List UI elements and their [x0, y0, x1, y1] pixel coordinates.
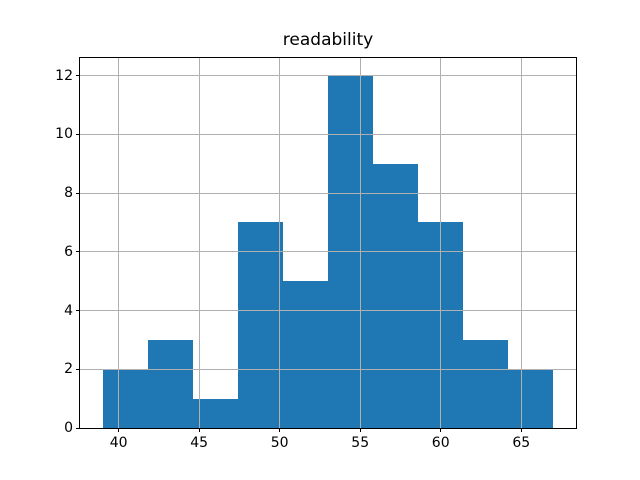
y-tick-mark — [76, 427, 80, 429]
y-tick-mark — [76, 310, 80, 312]
gridline-vertical — [198, 58, 200, 428]
x-tick-label: 65 — [512, 435, 531, 451]
y-tick-mark — [76, 75, 80, 77]
y-tick-mark — [76, 133, 80, 135]
x-tick-label: 40 — [109, 435, 128, 451]
x-tick-label: 55 — [351, 435, 370, 451]
plot-area — [79, 57, 577, 429]
gridline-vertical — [440, 58, 442, 428]
x-tick-label: 45 — [190, 435, 209, 451]
y-tick-label: 6 — [64, 243, 73, 260]
histogram-bar — [508, 369, 554, 428]
y-tick-mark — [76, 251, 80, 253]
y-tick-label: 10 — [55, 126, 73, 143]
y-tick-mark — [76, 368, 80, 370]
gridline-horizontal — [80, 75, 576, 77]
gridline-vertical — [118, 58, 120, 428]
y-tick-label: 8 — [64, 185, 73, 202]
y-tick-label: 12 — [55, 67, 73, 84]
histogram-bar — [192, 398, 238, 428]
y-tick-mark — [76, 192, 80, 194]
x-tick-mark — [279, 428, 281, 432]
y-tick-label: 4 — [64, 302, 73, 319]
gridline-vertical — [279, 58, 281, 428]
gridline-horizontal — [80, 192, 576, 194]
x-tick-mark — [359, 428, 361, 432]
histogram-bar — [282, 281, 328, 428]
x-tick-mark — [118, 428, 120, 432]
x-tick-label: 50 — [270, 435, 289, 451]
y-tick-label: 0 — [64, 420, 73, 436]
histogram-bar — [147, 339, 193, 428]
y-tick-label: 2 — [64, 361, 73, 378]
x-tick-mark — [520, 428, 522, 432]
histogram-bar — [237, 222, 283, 428]
x-tick-mark — [440, 428, 442, 432]
gridline-vertical — [359, 58, 361, 428]
histogram-bar — [463, 339, 509, 428]
histogram-bar — [373, 163, 419, 428]
histogram-bar — [102, 369, 148, 428]
gridline-horizontal — [80, 251, 576, 253]
gridline-horizontal — [80, 133, 576, 135]
x-tick-mark — [198, 428, 200, 432]
x-tick-label: 60 — [431, 435, 450, 451]
gridline-horizontal — [80, 310, 576, 312]
chart-title: readability — [282, 30, 374, 50]
gridline-horizontal — [80, 368, 576, 370]
gridline-vertical — [520, 58, 522, 428]
